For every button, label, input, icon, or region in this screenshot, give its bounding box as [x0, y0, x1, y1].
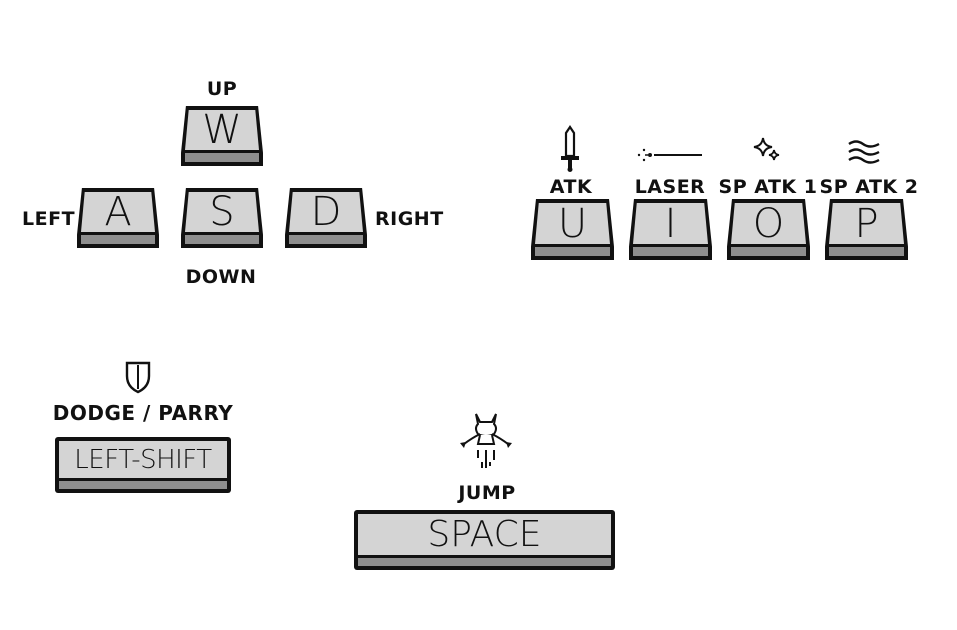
key-i[interactable]: I: [629, 199, 712, 260]
sp-atk-2-label: SP ATK 2: [819, 176, 919, 198]
key-w-letter: W: [185, 110, 259, 150]
key-space[interactable]: SPACE: [354, 510, 615, 570]
jumping-character-icon: [460, 413, 512, 468]
key-d-letter: D: [289, 192, 363, 232]
sparkle-icon: [753, 137, 780, 161]
key-d[interactable]: D: [285, 188, 367, 248]
shield-icon: [125, 361, 151, 394]
key-left-shift[interactable]: LEFT-SHIFT: [55, 437, 231, 493]
atk-label: ATK: [549, 176, 593, 198]
wave-icon: [848, 140, 880, 164]
key-a[interactable]: A: [77, 188, 159, 248]
key-o-letter: O: [731, 203, 806, 244]
up-label: UP: [206, 78, 238, 100]
laser-icon: [637, 148, 702, 162]
key-p[interactable]: P: [825, 199, 908, 260]
jump-label: JUMP: [458, 482, 516, 504]
sp-atk-1-label: SP ATK 1: [718, 176, 818, 198]
key-a-letter: A: [81, 192, 155, 232]
key-i-letter: I: [633, 203, 708, 244]
key-u[interactable]: U: [531, 199, 614, 260]
key-p-letter: P: [829, 203, 904, 244]
key-o[interactable]: O: [727, 199, 810, 260]
sword-icon: [561, 125, 579, 172]
dodge-parry-label: DODGE / PARRY: [52, 401, 234, 425]
laser-label: LASER: [634, 176, 706, 198]
down-label: DOWN: [185, 266, 257, 288]
key-space-text: SPACE: [358, 514, 611, 555]
key-w[interactable]: W: [181, 106, 263, 166]
right-label: RIGHT: [375, 208, 444, 230]
key-s-letter: S: [185, 192, 259, 232]
left-label: LEFT: [22, 208, 76, 230]
key-s[interactable]: S: [181, 188, 263, 248]
key-left-shift-text: LEFT-SHIFT: [59, 441, 227, 478]
key-u-letter: U: [535, 203, 610, 244]
